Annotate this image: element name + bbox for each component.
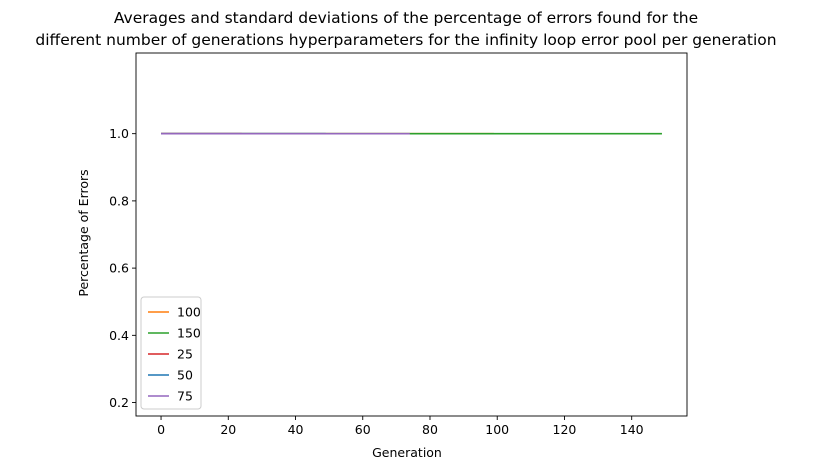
legend-box [140,296,202,410]
y-tick-label: 0.4 [109,328,129,343]
legend: 100 150 25 50 75 [140,296,202,410]
x-axis-ticks: 0 20 40 60 80 100 120 140 [157,416,644,437]
y-tick-label: 1.0 [109,126,129,141]
legend-label-100: 100 [177,305,201,320]
x-tick-label: 80 [422,422,438,437]
x-tick-label: 100 [485,422,509,437]
chart-title-line-2: different number of generations hyperpar… [35,31,776,49]
y-axis-ticks: 0.2 0.4 0.6 0.8 1.0 [109,126,136,410]
y-tick-label: 0.8 [109,193,129,208]
axes-frame [135,52,688,417]
y-axis-label: Percentage of Errors [76,169,91,296]
legend-label-50: 50 [177,368,193,383]
x-tick-label: 0 [157,422,165,437]
x-tick-label: 20 [220,422,236,437]
y-tick-label: 0.6 [109,261,129,276]
y-tick-label: 0.2 [109,395,129,410]
plot-background [136,53,687,416]
x-tick-label: 60 [355,422,371,437]
legend-label-75: 75 [177,389,193,404]
chart-title-line-1: Averages and standard deviations of the … [114,9,698,27]
x-tick-label: 40 [288,422,304,437]
legend-label-25: 25 [177,347,193,362]
legend-label-150: 150 [177,326,201,341]
axes-border [135,52,688,417]
x-tick-label: 120 [553,422,577,437]
x-axis-label: Generation [372,445,442,460]
x-tick-label: 140 [620,422,644,437]
plot-area [136,53,687,416]
